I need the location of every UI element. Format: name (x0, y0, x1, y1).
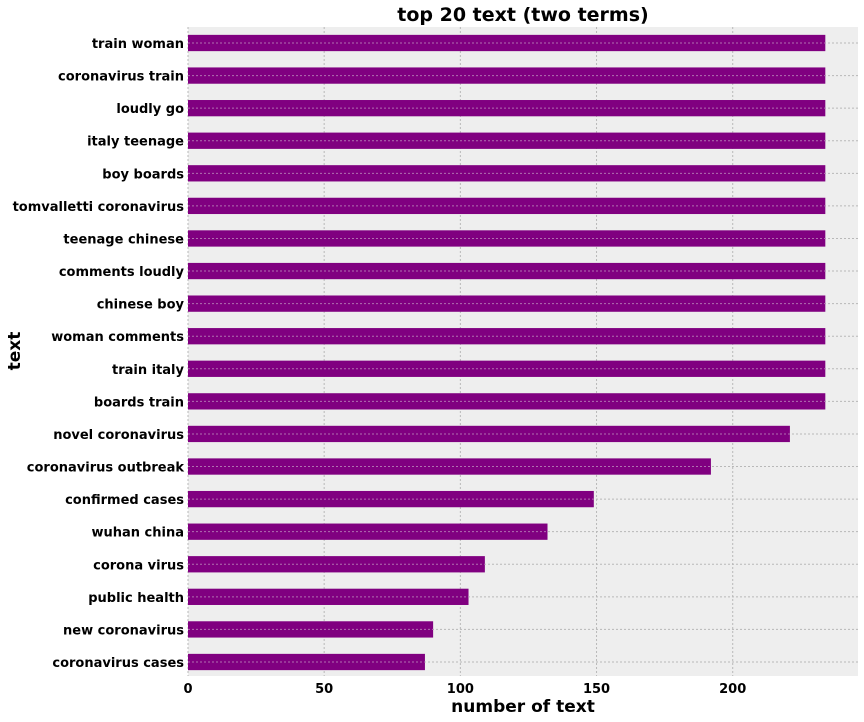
x-tick-label: 150 (583, 682, 610, 697)
x-tick-label: 0 (183, 682, 192, 697)
y-tick-label: boy boards (102, 167, 184, 182)
plot-background (188, 27, 858, 676)
bar (188, 295, 826, 312)
bar (188, 621, 434, 638)
y-tick-labels: train woman coronavirus train loudly go ita… (13, 37, 185, 671)
bar (188, 393, 826, 410)
y-tick-label: coronavirus cases (52, 656, 184, 671)
y-tick-label: comments loudly (59, 265, 185, 280)
y-tick-label: teenage chinese (63, 232, 184, 247)
bar (188, 132, 826, 149)
x-axis-label: number of text (451, 697, 595, 717)
bar (188, 67, 826, 84)
y-tick-label: chinese boy (97, 298, 185, 313)
x-tick-label: 200 (719, 682, 746, 697)
x-tick-label: 100 (447, 682, 474, 697)
bar (188, 653, 425, 671)
y-tick-label: loudly go (116, 102, 184, 117)
y-tick-label: novel coronavirus (53, 428, 184, 443)
y-tick-label: coronavirus train (58, 70, 184, 85)
bars (188, 34, 826, 671)
y-tick-label: coronavirus outbreak (27, 461, 185, 476)
bar (188, 34, 826, 52)
y-tick-label: confirmed cases (65, 493, 184, 508)
y-axis-label: text (5, 332, 25, 371)
x-tick-labels: 0 50 100 150 200 (183, 682, 746, 697)
bar (188, 262, 826, 280)
bar (188, 197, 826, 215)
y-tick-label: corona virus (93, 558, 184, 573)
bar (188, 230, 826, 247)
bar (188, 360, 826, 377)
y-tick-label: wuhan china (91, 526, 184, 541)
bar (188, 165, 826, 182)
y-tick-label: train woman (92, 37, 184, 52)
y-tick-label: tomvalletti coronavirus (13, 200, 185, 215)
y-tick-label: woman comments (51, 330, 184, 345)
y-tick-label: public health (88, 591, 184, 606)
bar (188, 328, 826, 345)
chart-title: top 20 text (two terms) (397, 4, 648, 26)
y-tick-label: boards train (94, 395, 184, 410)
y-tick-label: train italy (112, 363, 185, 378)
bar (188, 523, 548, 540)
bar (188, 100, 826, 117)
y-tick-label: new coronavirus (63, 623, 184, 638)
x-tick-label: 50 (315, 682, 333, 697)
bar (188, 490, 594, 508)
y-tick-label: italy teenage (87, 135, 184, 150)
